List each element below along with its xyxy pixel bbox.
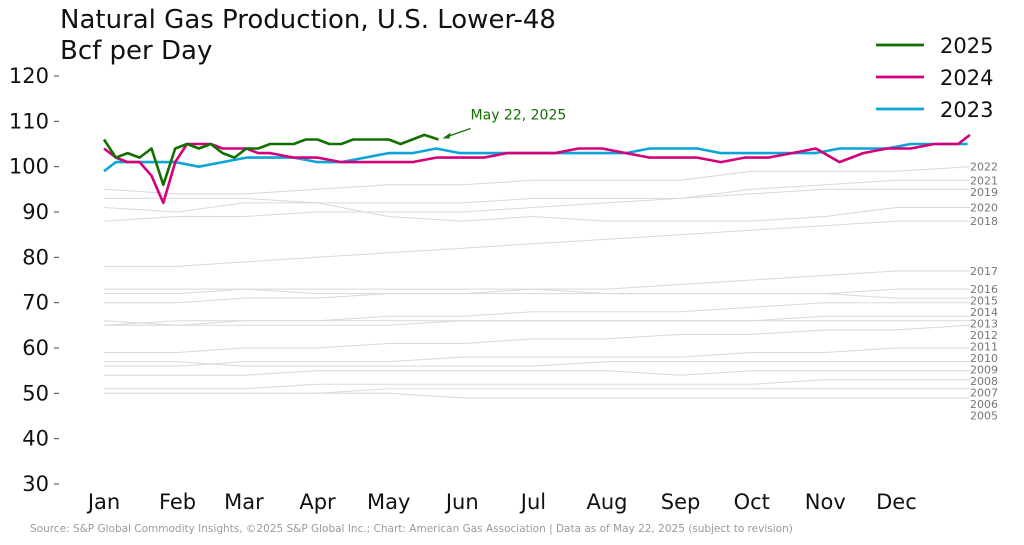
history-label: 2008 <box>970 375 998 388</box>
history-line-2015 <box>104 288 970 299</box>
x-tick-label: Oct <box>734 490 770 514</box>
history-line-2020 <box>104 197 970 222</box>
y-tick-label: 100 <box>9 155 49 179</box>
chart-title: Natural Gas Production, U.S. Lower-48 <box>60 5 556 35</box>
x-tick-label: Nov <box>805 490 846 514</box>
history-line-2010 <box>104 347 970 367</box>
y-tick-label: 40 <box>22 427 49 451</box>
history-label: 2020 <box>970 201 998 214</box>
history-line-2006 <box>104 388 970 394</box>
legend: 2025 2024 2023 <box>876 34 993 122</box>
history-line-2012 <box>103 320 970 326</box>
history-label: 2014 <box>970 306 998 319</box>
history-line-2008 <box>104 370 970 376</box>
history-label: 2015 <box>970 295 998 308</box>
y-tick-label: 60 <box>22 336 49 360</box>
x-tick-label: Jan <box>86 490 120 514</box>
history-line-2017 <box>104 270 970 304</box>
history-label: 2013 <box>970 318 998 331</box>
history-label: 2022 <box>970 161 998 174</box>
x-tick-label: Jun <box>444 490 479 514</box>
annotation-label: May 22, 2025 <box>471 107 567 123</box>
history-label: 2019 <box>970 186 998 199</box>
history-label: 2005 <box>970 410 998 423</box>
x-tick-label: May <box>367 490 410 514</box>
history-line-2021 <box>103 179 970 213</box>
series-line-2025 <box>102 133 439 187</box>
history-line-2007 <box>104 379 970 390</box>
y-tick-label: 70 <box>22 291 49 315</box>
history-label: 2016 <box>970 283 998 296</box>
x-tick-label: Mar <box>224 490 264 514</box>
series-layer <box>102 133 971 205</box>
x-tick-label: Jul <box>519 490 546 514</box>
x-tick-label: Aug <box>586 490 627 514</box>
legend-label-2023: 2023 <box>940 98 993 122</box>
chart-subtitle: Bcf per Day <box>60 36 212 66</box>
source-note: Source: S&P Global Commodity Insights, ©… <box>30 523 793 535</box>
history-line-2018 <box>104 220 970 267</box>
y-tick-label: 110 <box>9 109 49 133</box>
annotation: May 22, 2025 <box>442 107 567 139</box>
y-tick-label: 90 <box>22 200 49 224</box>
series-line-2024 <box>103 133 971 205</box>
history-label: 2017 <box>970 265 998 278</box>
history-label: 2006 <box>970 398 998 411</box>
history-line-2022 <box>103 166 971 195</box>
history-line-2011 <box>104 324 971 353</box>
history-label: 2010 <box>970 352 998 365</box>
axes: 30 40 50 60 70 80 90 100 110 120 Jan Feb Mar Apr May Ju… <box>9 64 917 514</box>
legend-label-2025: 2025 <box>940 34 993 58</box>
history-line-2014 <box>103 302 970 326</box>
x-tick-label: Feb <box>159 490 196 514</box>
x-tick-label: Dec <box>876 490 917 514</box>
y-tick-label: 30 <box>22 472 49 496</box>
legend-label-2024: 2024 <box>940 66 993 90</box>
history-line-2019 <box>103 188 970 222</box>
y-tick-label: 120 <box>9 64 49 88</box>
history-label: 2011 <box>970 341 998 354</box>
y-tick-label: 80 <box>22 245 49 269</box>
history-label: 2021 <box>970 174 998 187</box>
history-label: 2018 <box>970 215 998 228</box>
x-tick-label: Apr <box>299 490 336 514</box>
history-line-2009 <box>104 361 970 367</box>
history-line-2005 <box>104 392 970 399</box>
history-label: 2007 <box>970 387 998 400</box>
y-tick-label: 50 <box>22 381 49 405</box>
x-tick-label: Sep <box>661 490 701 514</box>
history-label: 2009 <box>970 364 998 377</box>
annotation-arrow-head <box>442 132 451 139</box>
history-label: 2012 <box>970 329 998 342</box>
